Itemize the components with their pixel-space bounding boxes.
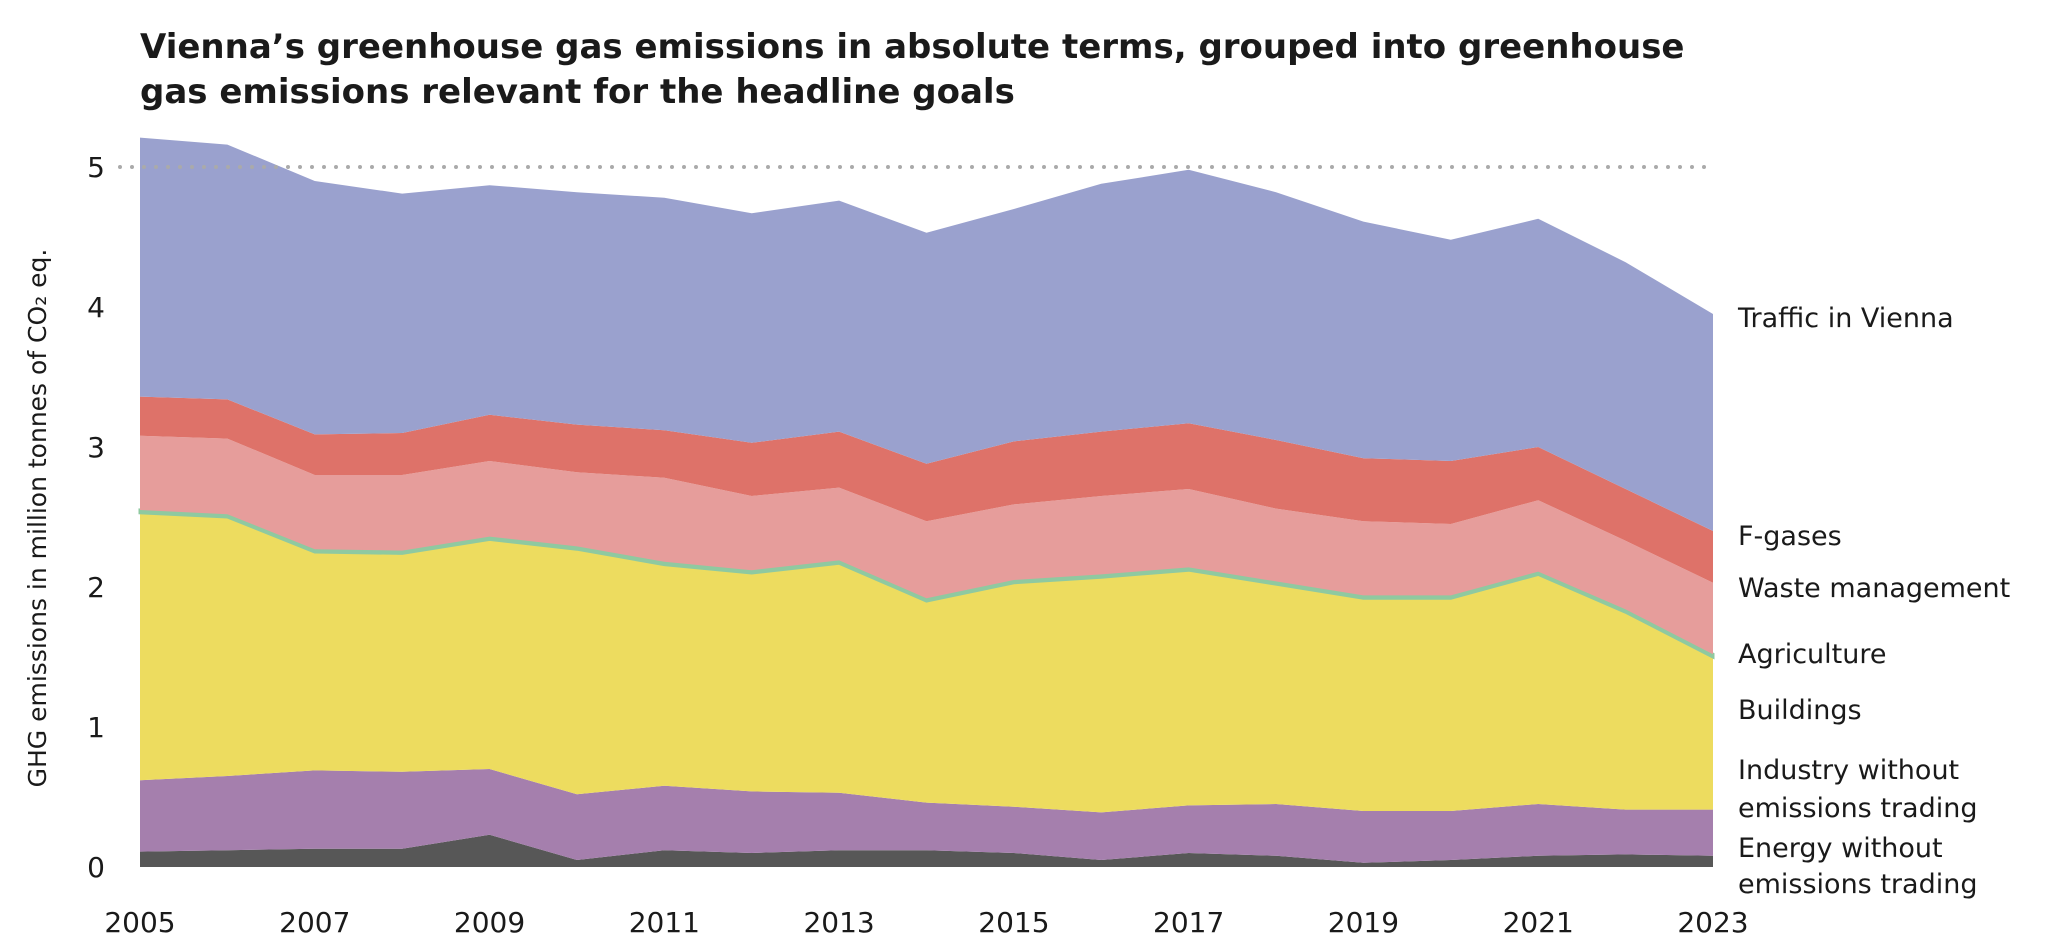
y-ticks: 0 1 2 3 4 5: [87, 151, 105, 884]
x-tick-label: 2009: [454, 906, 525, 939]
area-buildings: [140, 512, 1713, 813]
series-label: Buildings: [1738, 695, 1862, 726]
series-label: Agriculture: [1738, 639, 1887, 670]
series-label: emissions trading: [1738, 869, 1977, 900]
y-tick-label: 4: [87, 291, 105, 324]
y-axis-label: GHG emissions in million tonnes of CO₂ e…: [23, 249, 52, 788]
series-label: Traffic in Vienna: [1737, 303, 1954, 334]
x-tick-label: 2005: [104, 906, 175, 939]
x-tick-label: 2007: [279, 906, 350, 939]
area-energy-without-emissions-trading: [140, 834, 1713, 867]
y-tick-label: 5: [87, 151, 105, 184]
x-tick-label: 2017: [1153, 906, 1224, 939]
area-f-gases: [140, 396, 1713, 583]
area-industry-without-emissions-trading: [140, 769, 1713, 863]
series-label: emissions trading: [1738, 793, 1977, 824]
series-label: Waste management: [1738, 573, 2010, 604]
series-label: F-gases: [1738, 521, 1842, 552]
x-tick-label: 2021: [1503, 906, 1574, 939]
chart-title-line-2: gas emissions relevant for the headline …: [140, 72, 1015, 112]
area-agriculture: [138, 508, 1715, 660]
x-tick-label: 2019: [1328, 906, 1399, 939]
x-tick-label: 2015: [978, 906, 1049, 939]
y-tick-label: 2: [87, 571, 105, 604]
areas: [138, 137, 1715, 867]
x-tick-label: 2023: [1677, 906, 1748, 939]
area-traffic-in-vienna: [140, 137, 1713, 531]
x-tick-label: 2013: [803, 906, 874, 939]
series-label: Energy without: [1738, 833, 1943, 864]
series-label: Industry without: [1738, 755, 1959, 786]
y-tick-label: 0: [87, 851, 105, 884]
y-tick-label: 1: [87, 711, 105, 744]
series-labels: Energy without emissions trading Industry …: [1737, 303, 2010, 900]
area-waste-management: [140, 435, 1713, 655]
x-tick-label: 2011: [629, 906, 700, 939]
y-tick-label: 3: [87, 431, 105, 464]
x-ticks: 2005 2007 2009 2011 2013 2015 2017 2019 2021 2023: [104, 906, 1748, 939]
chart-title-line-1: Vienna’s greenhouse gas emissions in abs…: [140, 27, 1685, 67]
